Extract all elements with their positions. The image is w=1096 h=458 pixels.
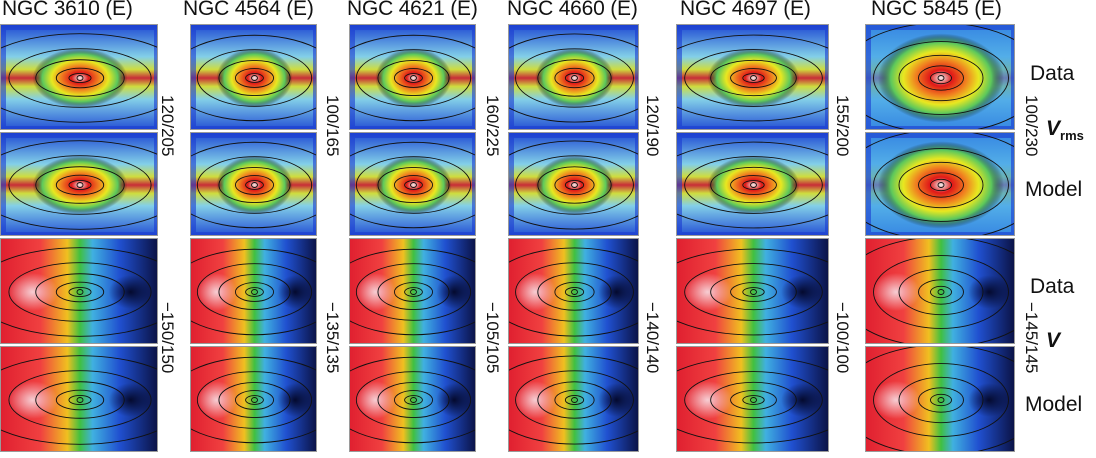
map-vrms-data-2 — [190, 24, 317, 130]
map-v-model-2 — [190, 346, 317, 452]
galaxy-title-2: NGC 4564 (E) — [183, 0, 314, 20]
map-v-data-4 — [508, 238, 639, 344]
map-vrms-model-4 — [508, 132, 639, 236]
galaxy-title-3: NGC 4621 (E) — [347, 0, 478, 20]
galaxy-title-1: NGC 3610 (E) — [2, 0, 133, 20]
map-v-data-6 — [865, 238, 1015, 344]
map-image — [350, 239, 475, 343]
map-image — [191, 25, 316, 129]
map-image — [1, 347, 157, 451]
map-v-data-1 — [0, 238, 158, 344]
map-vrms-data-3 — [349, 24, 476, 130]
map-v-model-5 — [676, 346, 829, 452]
map-vrms-model-5 — [676, 132, 829, 236]
map-image — [509, 133, 638, 235]
map-image — [350, 133, 475, 235]
map-image — [677, 133, 828, 235]
vrms-symbol: V — [1046, 117, 1061, 140]
row-label-v-model: Model — [1025, 393, 1083, 416]
map-vrms-data-6 — [865, 24, 1015, 130]
map-vrms-data-1 — [0, 24, 158, 130]
galaxy-title-5: NGC 4697 (E) — [680, 0, 811, 20]
v-range-3: −105/105 — [483, 302, 502, 374]
map-v-data-5 — [676, 238, 829, 344]
vrms-subscript: rms — [1060, 128, 1084, 144]
map-vrms-model-1 — [0, 132, 158, 236]
map-image — [509, 239, 638, 343]
map-vrms-model-3 — [349, 132, 476, 236]
map-v-model-1 — [0, 346, 158, 452]
row-label-vrms-model: Model — [1025, 178, 1083, 201]
row-label-vrms-data: Data — [1030, 62, 1075, 85]
quantity-label-vrms: Vrms — [1046, 117, 1084, 143]
map-image — [866, 133, 1014, 235]
map-image — [191, 133, 316, 235]
quantity-label-v: V — [1046, 329, 1060, 353]
v-range-5: −100/100 — [833, 302, 852, 374]
map-image — [191, 239, 316, 343]
v-range-6: −145/145 — [1022, 302, 1041, 374]
map-image — [509, 347, 638, 451]
map-vrms-model-2 — [190, 132, 317, 236]
vrms-range-4: 120/190 — [643, 95, 662, 157]
map-image — [350, 347, 475, 451]
v-symbol: V — [1046, 329, 1061, 352]
vrms-range-5: 155/200 — [833, 95, 852, 157]
map-image — [866, 25, 1014, 129]
vrms-range-3: 160/225 — [483, 95, 502, 157]
map-image — [350, 25, 475, 129]
galaxy-title-6: NGC 5845 (E) — [871, 0, 1002, 20]
map-image — [866, 347, 1014, 451]
map-image — [677, 25, 828, 129]
map-vrms-data-4 — [508, 24, 639, 130]
galaxy-title-4: NGC 4660 (E) — [507, 0, 638, 20]
map-vrms-model-6 — [865, 132, 1015, 236]
map-image — [677, 347, 828, 451]
v-range-1: −150/150 — [158, 302, 177, 374]
vrms-range-1: 120/205 — [158, 95, 177, 157]
v-range-4: −140/140 — [643, 302, 662, 374]
map-vrms-data-5 — [676, 24, 829, 130]
map-image — [1, 239, 157, 343]
map-image — [1, 25, 157, 129]
vrms-range-2: 100/165 — [323, 95, 342, 157]
vrms-range-6: 100/230 — [1022, 95, 1041, 157]
map-v-data-2 — [190, 238, 317, 344]
row-label-v-data: Data — [1030, 275, 1075, 298]
map-v-model-3 — [349, 346, 476, 452]
v-range-2: −135/135 — [323, 302, 342, 374]
map-v-data-3 — [349, 238, 476, 344]
map-image — [677, 239, 828, 343]
map-image — [191, 347, 316, 451]
map-image — [509, 25, 638, 129]
map-image — [1, 133, 157, 235]
map-v-model-4 — [508, 346, 639, 452]
map-image — [866, 239, 1014, 343]
map-v-model-6 — [865, 346, 1015, 452]
